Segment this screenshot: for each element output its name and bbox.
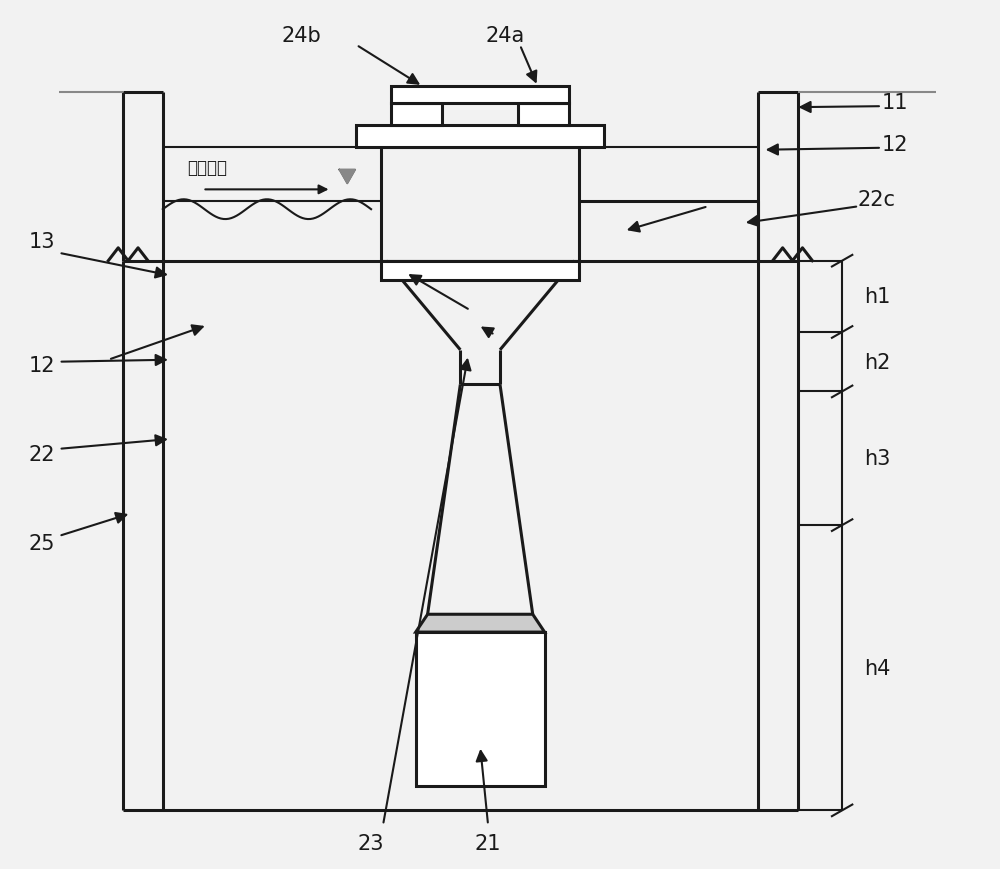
Bar bbox=[391, 87, 569, 104]
Polygon shape bbox=[339, 170, 355, 184]
Bar bbox=[579, 262, 758, 811]
Bar bbox=[381, 262, 579, 282]
Text: h4: h4 bbox=[864, 658, 890, 678]
Bar bbox=[391, 104, 442, 126]
Text: 23: 23 bbox=[358, 833, 384, 853]
Text: 22: 22 bbox=[29, 444, 55, 464]
Text: 24a: 24a bbox=[485, 26, 525, 46]
Text: 25: 25 bbox=[29, 534, 55, 554]
Bar bbox=[163, 262, 381, 811]
Text: 22c: 22c bbox=[857, 190, 895, 210]
Text: h1: h1 bbox=[864, 287, 890, 307]
Bar bbox=[356, 126, 604, 148]
Bar bbox=[518, 104, 569, 126]
Bar bbox=[758, 262, 798, 811]
Text: h3: h3 bbox=[864, 448, 890, 468]
Text: 13: 13 bbox=[29, 232, 55, 252]
Text: 21: 21 bbox=[475, 833, 501, 853]
Bar bbox=[123, 262, 163, 811]
Text: h2: h2 bbox=[864, 352, 890, 372]
Bar bbox=[579, 202, 758, 262]
Text: 24b: 24b bbox=[282, 26, 322, 46]
Text: 12: 12 bbox=[29, 355, 55, 375]
Text: 水流方向: 水流方向 bbox=[188, 158, 228, 176]
Text: 12: 12 bbox=[882, 135, 908, 155]
Polygon shape bbox=[416, 614, 545, 633]
Bar bbox=[416, 633, 545, 786]
Text: 11: 11 bbox=[882, 93, 908, 113]
